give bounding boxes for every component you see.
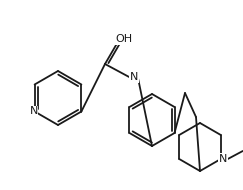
Text: N: N xyxy=(29,107,38,116)
Text: N: N xyxy=(130,72,138,82)
Text: OH: OH xyxy=(115,34,133,44)
Text: N: N xyxy=(219,154,227,164)
